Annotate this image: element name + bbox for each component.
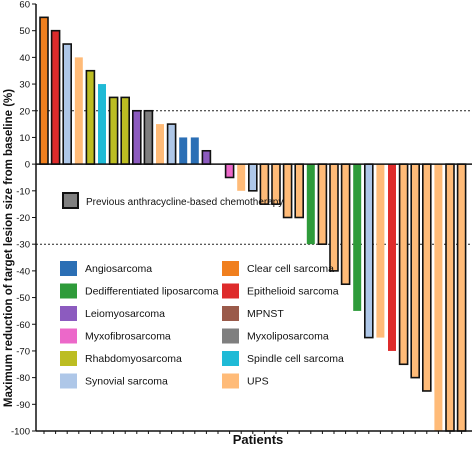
anthracycline-legend-label: Previous anthracycline-based chemotherap… — [86, 197, 283, 208]
bars — [40, 17, 466, 431]
bar-17 — [226, 164, 234, 177]
bar-18 — [237, 164, 245, 191]
bar-19 — [249, 164, 257, 191]
bar-30 — [376, 164, 384, 337]
bar-9 — [133, 111, 141, 164]
bar-10 — [144, 111, 152, 164]
y-tick-label: -10 — [16, 186, 30, 197]
bar-28 — [353, 164, 361, 311]
legend-label-clearcell: Clear cell sarcoma — [247, 263, 334, 275]
legend-label-ups: UPS — [247, 376, 269, 388]
legend-swatch-myxolipo — [222, 329, 239, 344]
bar-5 — [86, 71, 94, 164]
y-tick-label: 30 — [19, 80, 30, 91]
bar-1 — [40, 17, 48, 164]
bar-15 — [202, 151, 210, 164]
bar-37 — [458, 164, 466, 431]
y-tick-label: 40 — [19, 53, 30, 64]
bar-27 — [342, 164, 350, 284]
y-tick-label: -100 — [11, 427, 30, 438]
bar-24 — [307, 164, 315, 244]
legend-label-epith: Epithelioid sarcoma — [247, 286, 339, 298]
legend-swatch-mpnst — [222, 306, 239, 321]
legend-swatch-dedif — [60, 284, 77, 299]
legend: Previous anthracycline-based chemotherap… — [60, 193, 344, 389]
bar-3 — [63, 44, 71, 164]
y-tick-label: -40 — [16, 266, 30, 277]
bar-22 — [284, 164, 292, 217]
bar-31 — [388, 164, 396, 351]
y-tick-label: -30 — [16, 240, 30, 251]
y-tick-label: -20 — [16, 213, 30, 224]
legend-label-myxofib: Myxofibrosarcoma — [85, 331, 171, 343]
y-tick-label: -50 — [16, 293, 30, 304]
y-tick-label: 60 — [19, 0, 30, 11]
y-tick-label: 10 — [19, 133, 30, 144]
legend-label-rhabdo: Rhabdomyosarcoma — [85, 353, 182, 365]
y-tick-label: -60 — [16, 320, 30, 331]
legend-label-synovial: Synovial sarcoma — [85, 376, 168, 388]
bar-13 — [179, 137, 187, 164]
legend-swatch-epith — [222, 284, 239, 299]
legend-label-angio: Angiosarcoma — [85, 263, 152, 275]
bar-6 — [98, 84, 106, 164]
bar-32 — [400, 164, 408, 364]
bar-8 — [121, 97, 129, 164]
y-tick-label: 50 — [19, 26, 30, 37]
legend-swatch-clearcell — [222, 261, 239, 276]
y-tick-label: -70 — [16, 346, 30, 357]
legend-swatch-myxofib — [60, 329, 77, 344]
bar-4 — [75, 57, 83, 164]
bar-2 — [52, 31, 60, 164]
legend-swatch-synovial — [60, 374, 77, 389]
legend-swatch-ups — [222, 374, 239, 389]
legend-label-mpnst: MPNST — [247, 308, 284, 320]
x-axis-label: Patients — [233, 432, 284, 447]
legend-swatch-spindle — [222, 351, 239, 366]
y-axis-label: Maximum reduction of target lesion size … — [3, 89, 15, 407]
legend-swatch-leio — [60, 306, 77, 321]
bar-35 — [434, 164, 442, 431]
legend-swatch-angio — [60, 261, 77, 276]
y-tick-label: 20 — [19, 106, 30, 117]
y-tick-label: -90 — [16, 400, 30, 411]
legend-swatch-rhabdo — [60, 351, 77, 366]
bar-11 — [156, 124, 164, 164]
legend-label-leio: Leiomyosarcoma — [85, 308, 165, 320]
bar-14 — [191, 137, 199, 164]
bar-12 — [168, 124, 176, 164]
legend-label-spindle: Spindle cell sarcoma — [247, 353, 344, 365]
legend-label-dedif: Dedifferentiated liposarcoma — [85, 286, 219, 298]
bar-33 — [411, 164, 419, 378]
bar-7 — [110, 97, 118, 164]
y-tick-label: -80 — [16, 373, 30, 384]
y-tick-label: 0 — [25, 160, 30, 171]
bar-36 — [446, 164, 454, 431]
bar-25 — [318, 164, 326, 244]
bar-26 — [330, 164, 338, 271]
bar-34 — [423, 164, 431, 391]
bar-29 — [365, 164, 373, 337]
bar-23 — [295, 164, 303, 217]
anthracycline-legend-swatch — [63, 193, 78, 208]
legend-label-myxolipo: Myxoliposarcoma — [247, 331, 329, 343]
